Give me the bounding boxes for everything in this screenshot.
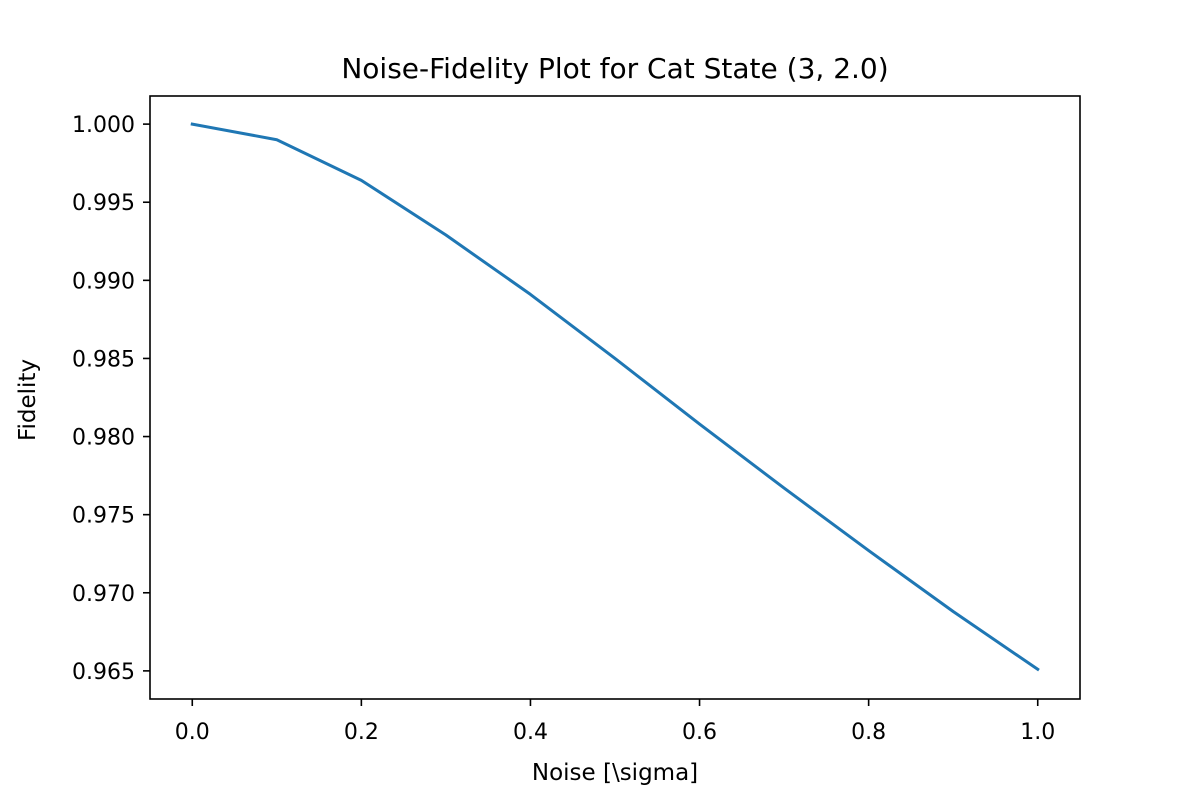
x-tick-label: 0.0	[175, 720, 210, 745]
y-tick-label: 0.995	[72, 191, 135, 216]
x-axis-title: Noise [\sigma]	[532, 760, 698, 786]
x-tick-label: 0.4	[513, 720, 548, 745]
plot-area: 0.0 0.2 0.4 0.6 0.8 1.0 0.965 0.970 0.975 0.980 0.…	[72, 95, 1081, 745]
y-tick-label: 0.990	[72, 269, 135, 294]
x-tick-label: 1.0	[1020, 720, 1055, 745]
x-tick-label: 0.2	[344, 720, 379, 745]
chart-title: Noise-Fidelity Plot for Cat State (3, 2.…	[341, 52, 888, 85]
y-tick-label: 0.970	[72, 582, 135, 607]
y-axis-title: Fidelity	[15, 359, 41, 441]
x-tick-label: 0.6	[682, 720, 717, 745]
y-tick-label: 0.975	[72, 504, 135, 529]
axes-frame	[149, 95, 1081, 700]
y-tick-label: 0.965	[72, 660, 135, 685]
y-tick-label: 0.985	[72, 347, 135, 372]
x-tick-label: 0.8	[851, 720, 886, 745]
y-tick-label: 0.980	[72, 426, 135, 451]
y-tick-label: 1.000	[72, 113, 135, 138]
series-line-0	[190, 122, 1040, 672]
